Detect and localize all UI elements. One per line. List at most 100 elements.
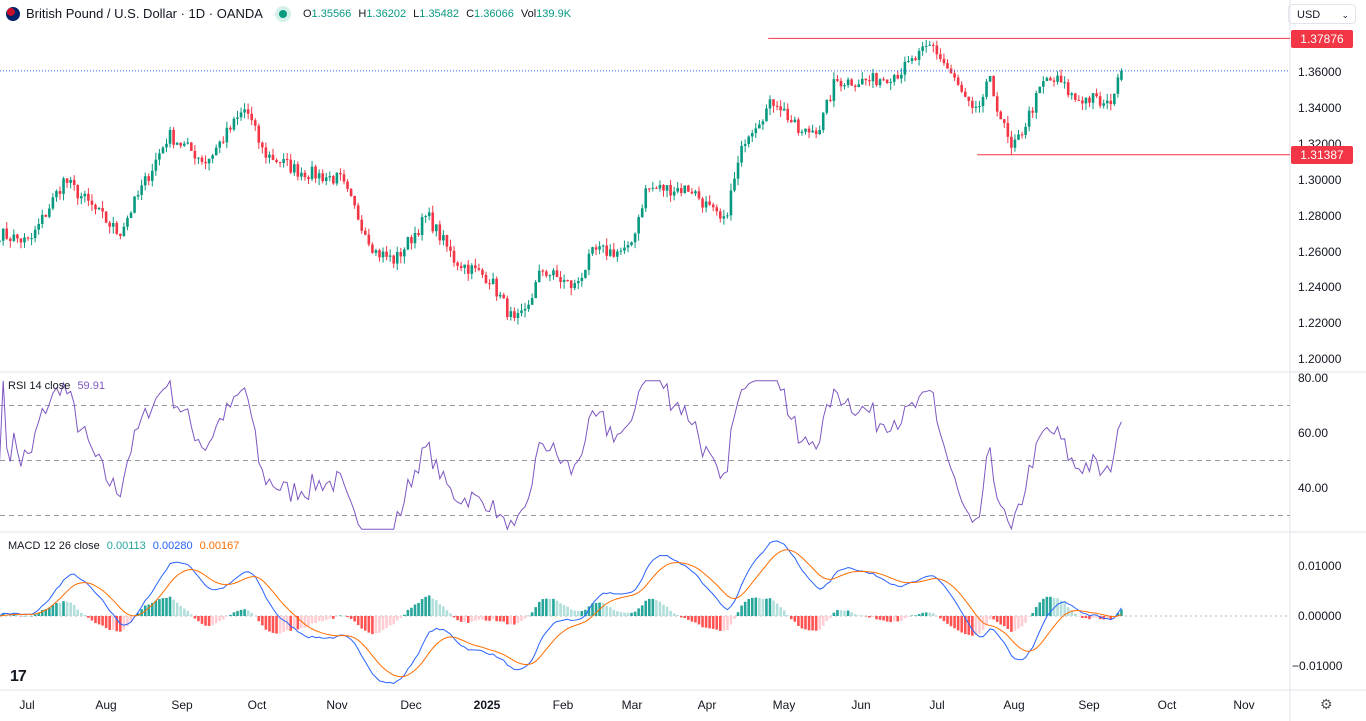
- candle-up: [1045, 77, 1049, 82]
- candle-down: [1002, 119, 1006, 123]
- macd-histogram-bar: [83, 614, 87, 616]
- candle-down: [1059, 75, 1063, 83]
- macd-histogram-bar: [704, 616, 708, 628]
- candle-up: [633, 233, 637, 243]
- macd-histogram-bar: [896, 616, 900, 622]
- candle-up: [644, 188, 648, 209]
- currency-select[interactable]: USD ⌄: [1288, 4, 1356, 24]
- candle-up: [1027, 110, 1031, 127]
- tradingview-logo[interactable]: 17: [10, 668, 27, 685]
- macd-histogram-bar: [491, 616, 495, 620]
- macd-histogram-bar: [591, 603, 594, 616]
- candle-down: [332, 176, 335, 184]
- candle-up: [878, 79, 882, 86]
- time-tick: Feb: [552, 698, 574, 712]
- macd-histogram-bar: [193, 616, 197, 619]
- macd-histogram-bar: [111, 616, 115, 630]
- candle-down: [1081, 100, 1084, 104]
- macd-histogram-bar: [605, 605, 608, 616]
- gear-icon[interactable]: ⚙: [1320, 696, 1333, 712]
- candle-down: [261, 142, 264, 148]
- macd-histogram-bar: [758, 597, 761, 616]
- candle-up: [843, 85, 846, 87]
- candle-down: [956, 77, 960, 85]
- candle-up: [1091, 93, 1095, 103]
- macd-histogram-bar: [779, 607, 782, 616]
- macd-signal-value: 0.00167: [199, 540, 240, 552]
- candle-down: [1109, 100, 1113, 105]
- macd-histogram-bar: [136, 613, 140, 616]
- candle-down: [449, 246, 452, 251]
- candle-up: [811, 130, 814, 133]
- candle-down: [246, 109, 250, 114]
- candle-up: [292, 164, 296, 173]
- symbol-title[interactable]: British Pound / U.S. Dollar · 1D · OANDA: [26, 6, 263, 21]
- macd-histogram-bar: [1042, 598, 1045, 616]
- candle-up: [48, 208, 51, 217]
- candle-up: [903, 61, 907, 75]
- candle-up: [694, 191, 697, 194]
- price-tick: 1.20000: [1298, 352, 1342, 367]
- candle-down: [275, 159, 278, 163]
- candle-down: [474, 265, 477, 269]
- candle-up: [218, 141, 222, 148]
- macd-histogram-bar: [158, 599, 161, 616]
- candle-up: [1013, 139, 1017, 148]
- macd-histogram-bar: [253, 615, 257, 617]
- macd-histogram-bar: [722, 616, 726, 631]
- time-tick: Aug: [1003, 698, 1025, 712]
- candle-up: [1113, 93, 1116, 105]
- macd-histogram-bar: [548, 598, 552, 616]
- macd-histogram-bar: [246, 610, 250, 616]
- candle-up: [111, 223, 115, 227]
- macd-histogram-bar: [782, 610, 786, 616]
- time-tick: Nov: [326, 698, 348, 712]
- macd-histogram-bar: [470, 616, 474, 622]
- candle-down: [1010, 136, 1013, 148]
- candle-up: [765, 108, 768, 122]
- candle-down: [356, 205, 360, 220]
- macd-histogram-bar: [339, 615, 342, 616]
- macd-histogram-bar: [367, 616, 371, 633]
- macd-histogram-bar: [633, 611, 637, 616]
- macd-histogram-bar: [1031, 613, 1034, 616]
- candle-up: [150, 170, 154, 181]
- macd-histogram-bar: [456, 616, 459, 621]
- macd-histogram-bar: [1120, 609, 1123, 616]
- candle-down: [939, 54, 942, 59]
- macd-histogram-bar: [179, 605, 182, 616]
- candle-down: [999, 111, 1003, 120]
- candle-up: [630, 242, 633, 246]
- macd-histogram-bar: [207, 616, 211, 626]
- candle-up: [729, 190, 733, 216]
- candle-down: [101, 207, 104, 212]
- candle-down: [314, 166, 317, 179]
- macd-histogram-bar: [502, 616, 506, 622]
- macd-histogram-bar: [1081, 616, 1084, 618]
- macd-histogram-bar: [921, 612, 924, 616]
- candle-down: [545, 271, 548, 276]
- candle-up: [736, 162, 740, 179]
- candle-up: [136, 194, 140, 197]
- macd-histogram-bar: [626, 612, 630, 616]
- rsi-legend[interactable]: RSI 14 close 59.91: [8, 380, 105, 392]
- candle-down: [367, 234, 371, 245]
- candle-up: [818, 130, 821, 135]
- macd-histogram-bar: [967, 616, 971, 635]
- market-status-icon: [278, 9, 287, 18]
- macd-histogram-bar: [353, 616, 356, 622]
- candle-down: [115, 223, 119, 234]
- candle-up: [988, 76, 992, 82]
- candle-down: [1066, 82, 1070, 96]
- macd-histogram-bar: [587, 606, 591, 616]
- candle-down: [1049, 77, 1052, 81]
- candle-up: [310, 166, 314, 179]
- macd-histogram-bar: [516, 616, 520, 624]
- candle-up: [1038, 86, 1042, 94]
- candle-up: [576, 281, 580, 284]
- macd-legend[interactable]: MACD 12 26 close 0.00113 0.00280 0.00167: [8, 540, 240, 552]
- candle-up: [573, 283, 577, 289]
- candle-down: [807, 128, 811, 133]
- candle-up: [129, 212, 133, 218]
